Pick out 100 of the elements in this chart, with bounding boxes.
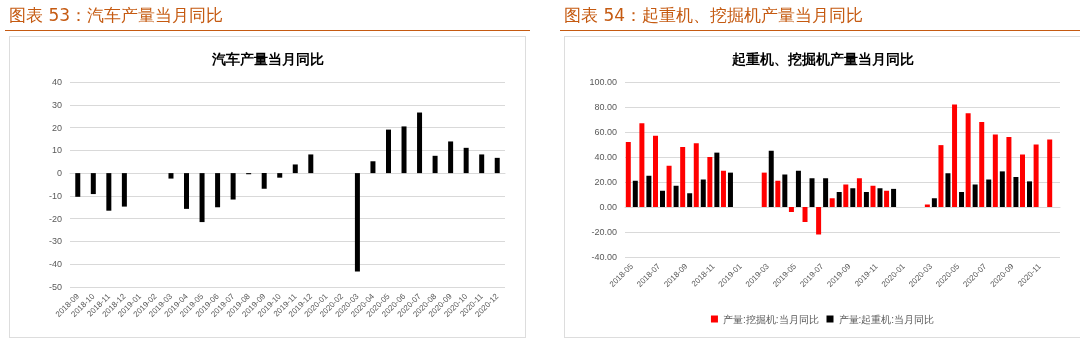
bar <box>401 126 407 174</box>
bar <box>816 207 822 235</box>
bar <box>1027 181 1033 207</box>
y-tick-label: -30 <box>48 236 62 247</box>
bar <box>945 173 951 207</box>
bar <box>370 161 376 174</box>
bar <box>870 185 876 207</box>
bar <box>1020 154 1026 207</box>
bar <box>986 179 992 207</box>
bar <box>199 173 205 223</box>
bar <box>659 190 665 207</box>
bar <box>354 173 360 272</box>
bar <box>121 173 127 207</box>
bar <box>106 173 112 211</box>
bar <box>952 104 958 207</box>
y-tick-label: 100.00 <box>589 77 617 87</box>
y-tick-label: 0 <box>56 168 62 179</box>
bar <box>448 141 454 174</box>
bar <box>687 193 693 207</box>
y-tick-label: 20.00 <box>594 177 617 187</box>
bar <box>931 198 937 207</box>
bar <box>494 157 500 174</box>
y-tick-label: 80.00 <box>594 102 617 112</box>
bar <box>1047 139 1053 207</box>
bar <box>775 180 781 207</box>
bar <box>1033 144 1039 207</box>
bar <box>856 178 862 207</box>
bar <box>432 155 438 174</box>
y-tick-label: 60.00 <box>594 127 617 137</box>
y-tick-label: 10 <box>51 145 62 156</box>
bar <box>1013 177 1019 207</box>
bar <box>891 188 897 207</box>
bar <box>802 207 808 222</box>
bar <box>809 178 815 207</box>
bar <box>625 142 631 207</box>
bar <box>261 173 267 189</box>
y-tick-label: -20.00 <box>591 227 617 237</box>
bar <box>795 170 801 207</box>
y-tick-label: -40.00 <box>591 252 617 262</box>
y-tick-label: 40.00 <box>594 152 617 162</box>
bar <box>863 192 869 207</box>
chart-subtitle: 起重机、挖掘机产量当月同比 <box>730 51 914 67</box>
bar <box>877 188 883 207</box>
bar <box>277 173 283 178</box>
bar <box>168 173 174 179</box>
bar <box>999 171 1005 207</box>
bar <box>308 154 314 174</box>
bar <box>1006 137 1012 207</box>
bar <box>463 147 469 174</box>
bar <box>385 129 391 174</box>
y-tick-label: -20 <box>48 213 62 224</box>
bar <box>75 173 81 197</box>
bar <box>90 173 96 195</box>
bar <box>639 123 645 207</box>
bar <box>727 172 733 207</box>
bar <box>992 134 998 207</box>
bar <box>632 180 638 207</box>
bar <box>479 154 485 174</box>
y-tick-label: -10 <box>48 190 62 201</box>
y-tick-label: 30 <box>51 99 62 110</box>
bar <box>720 170 726 207</box>
bar <box>965 113 971 207</box>
y-tick-label: 20 <box>51 122 62 133</box>
bar <box>292 164 298 174</box>
bar <box>959 192 965 207</box>
bar <box>693 143 699 207</box>
bar <box>680 147 686 207</box>
bar <box>700 179 706 207</box>
bar <box>761 172 767 207</box>
bar <box>184 173 190 209</box>
bar <box>215 173 221 208</box>
chart-subtitle: 汽车产量当月同比 <box>210 51 324 67</box>
bar <box>850 188 856 207</box>
bar <box>884 190 890 207</box>
bar <box>666 165 672 207</box>
bar <box>836 192 842 207</box>
bar <box>829 198 835 207</box>
bar <box>230 173 236 200</box>
bar <box>646 175 652 207</box>
chart-title: 图表 54：起重机、挖掘机产量当月同比 <box>560 0 1080 31</box>
bar <box>938 145 944 207</box>
bar <box>782 174 788 207</box>
y-tick-label: -40 <box>48 259 62 270</box>
chart-title: 图表 53：汽车产量当月同比 <box>5 0 530 31</box>
bar <box>823 178 829 207</box>
y-tick-label: 40 <box>51 77 62 87</box>
bar <box>979 122 985 207</box>
bar <box>972 184 978 207</box>
bar <box>707 157 713 207</box>
legend-label: 产量:起重机:当月同比 <box>838 313 935 325</box>
bar <box>417 112 423 174</box>
bar <box>788 207 794 212</box>
bar <box>714 152 720 207</box>
legend-label: 产量:挖掘机:当月同比 <box>722 313 819 325</box>
bar <box>673 185 679 207</box>
y-tick-label: -50 <box>48 282 62 292</box>
y-tick-label: 0.00 <box>599 202 617 212</box>
bar <box>768 150 774 207</box>
bar <box>652 135 658 207</box>
bar <box>843 184 849 207</box>
